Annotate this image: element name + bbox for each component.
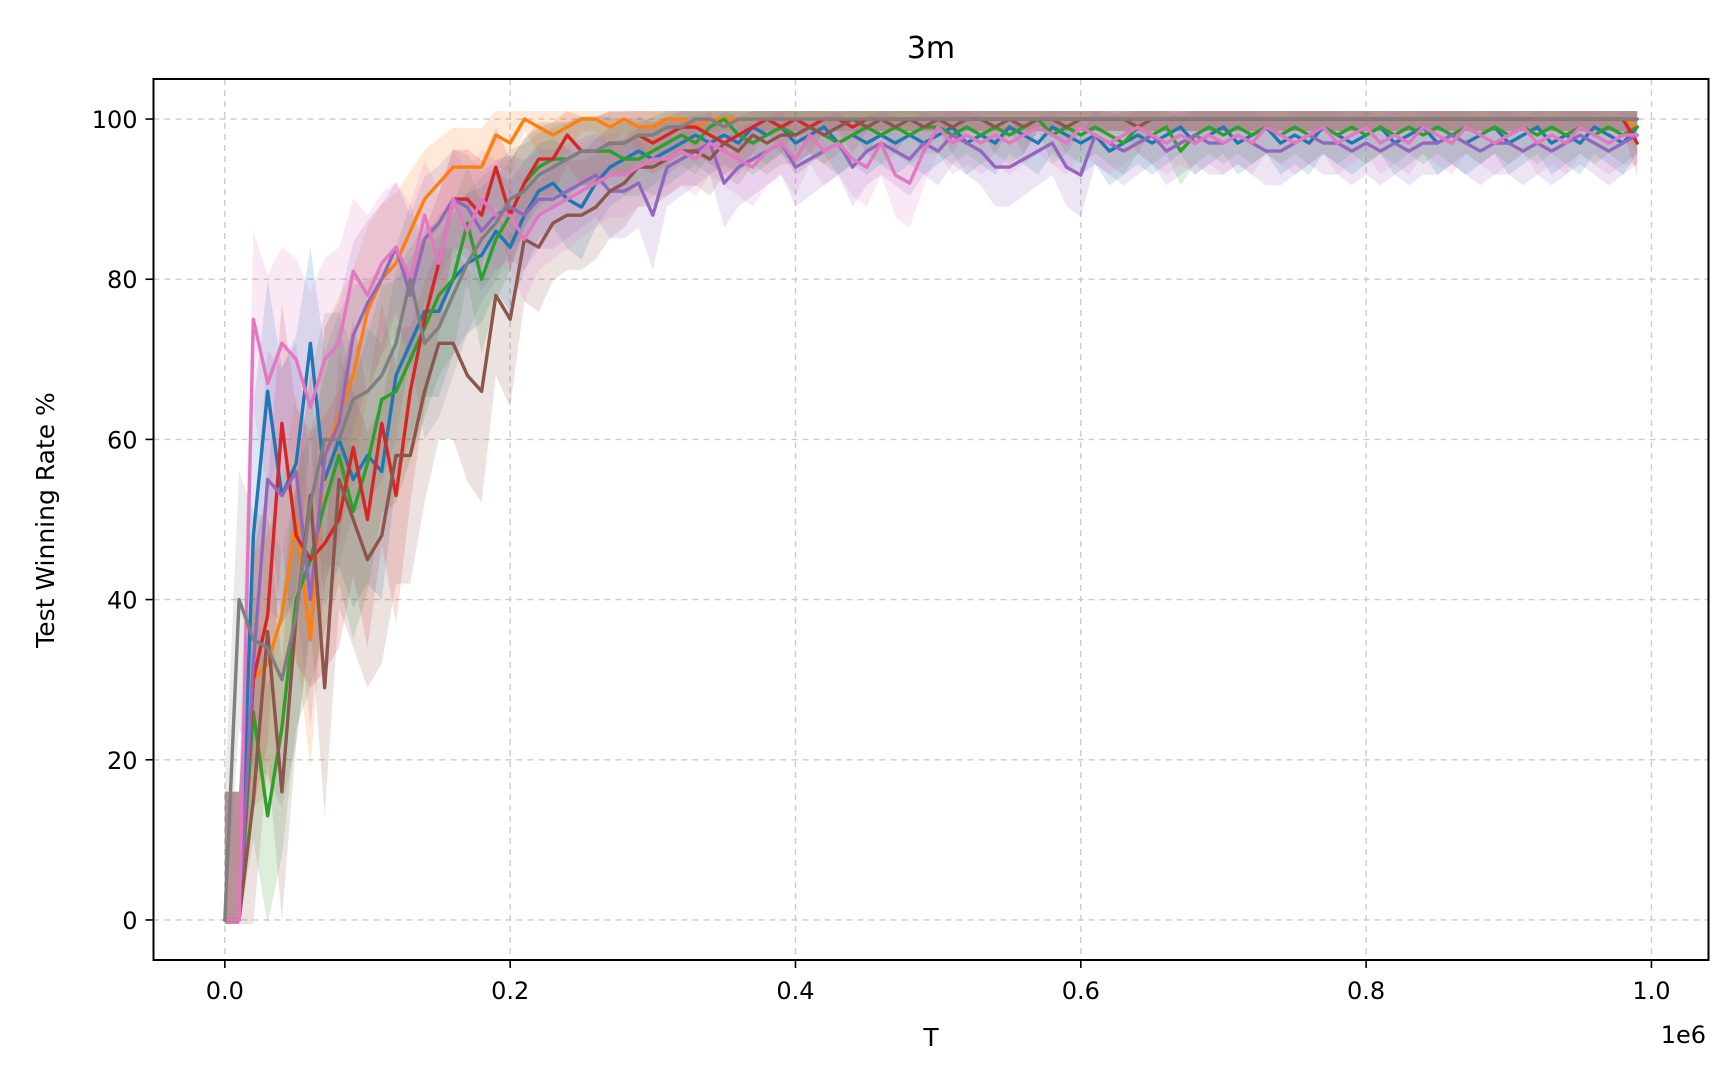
chart-title: 3m <box>907 31 955 66</box>
series-8-line <box>223 117 1639 922</box>
y-tick-label: 80 <box>107 266 138 294</box>
x-tick-label: 1.0 <box>1632 977 1670 1005</box>
x-axis: 0.0 0.2 0.4 0.6 0.8 1.0 <box>206 960 1671 1005</box>
y-tick-label: 40 <box>107 587 138 615</box>
grid <box>153 79 1709 960</box>
y-tick-label: 100 <box>92 106 138 134</box>
x-axis-label: T <box>922 1023 939 1052</box>
y-tick-label: 0 <box>122 907 137 935</box>
y-tick-label: 60 <box>107 426 138 454</box>
x-tick-label: 0.0 <box>206 977 244 1005</box>
x-tick-label: 0.8 <box>1347 977 1385 1005</box>
x-tick-label: 0.2 <box>491 977 529 1005</box>
y-axis: 0 20 40 60 80 100 <box>92 106 154 935</box>
plot-area-frame <box>152 78 1710 961</box>
series-5-line <box>223 133 1639 922</box>
series-7-line <box>223 125 1639 922</box>
y-axis-label: Test Winning Rate % <box>31 392 60 649</box>
y-tick-label: 20 <box>107 747 138 775</box>
x-tick-label: 0.6 <box>1062 977 1100 1005</box>
x-axis-offset-label: 1e6 <box>1661 1021 1706 1049</box>
series-3-line <box>223 117 1639 922</box>
x-tick-label: 0.4 <box>776 977 814 1005</box>
series-lines <box>223 117 1639 922</box>
